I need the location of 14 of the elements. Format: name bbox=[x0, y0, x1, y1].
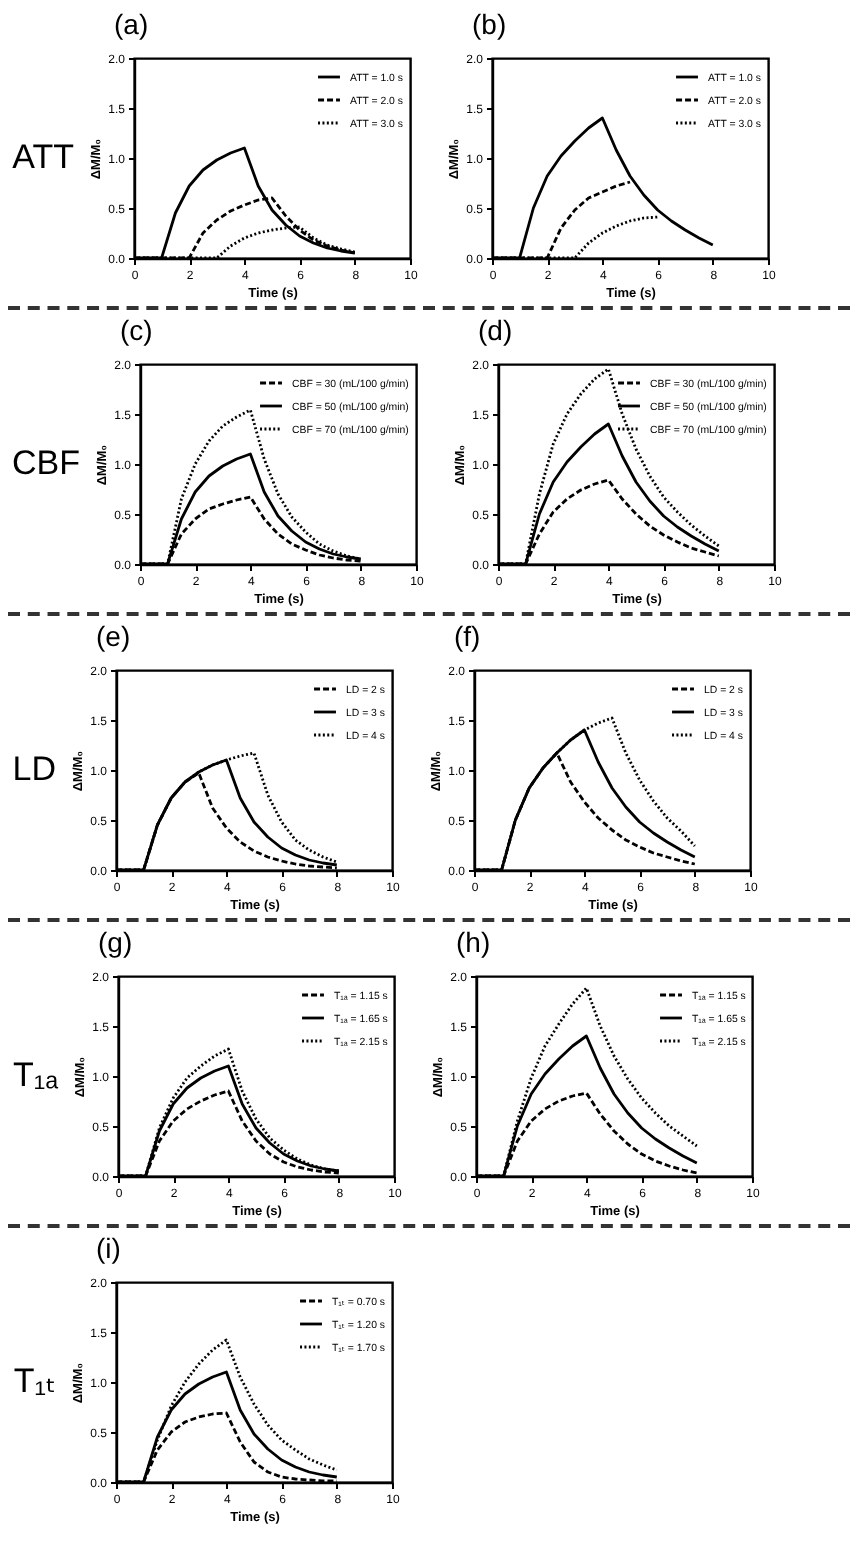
text: T₁ₐ bbox=[13, 1056, 60, 1094]
chart-title: (a) bbox=[114, 8, 149, 40]
chart-title: (c) bbox=[120, 314, 153, 346]
chart-title: (f) bbox=[454, 620, 481, 652]
text: CBF bbox=[12, 444, 80, 482]
chart-title: (g) bbox=[98, 926, 133, 958]
chart-title: (h) bbox=[456, 926, 491, 958]
chart-title: (e) bbox=[96, 620, 131, 652]
chart-title: (d) bbox=[478, 314, 513, 346]
text: LD bbox=[12, 750, 56, 788]
text: ATT bbox=[12, 138, 74, 176]
chart-title: (b) bbox=[472, 8, 507, 40]
text: T₁ₜ bbox=[13, 1362, 56, 1400]
chart-title: (i) bbox=[96, 1232, 121, 1264]
